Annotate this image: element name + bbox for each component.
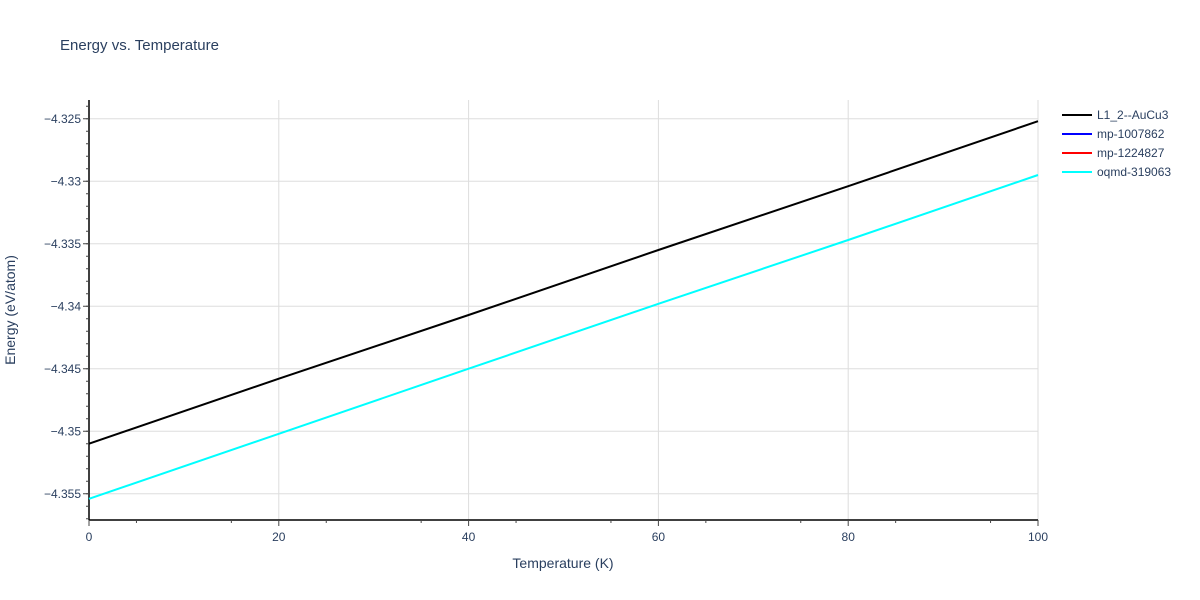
series-lines	[88, 120, 1039, 500]
axes	[88, 100, 1038, 521]
x-tick-label: 40	[462, 530, 476, 544]
y-tick-label: −4.33	[51, 174, 82, 188]
y-tick-label: −4.355	[44, 487, 81, 501]
legend-label: mp-1224827	[1097, 146, 1165, 160]
y-tick-label: −4.345	[44, 362, 81, 376]
y-tick-label: −4.35	[51, 424, 82, 438]
series-line-oqmd-319063	[88, 174, 1039, 500]
x-tick-label: 60	[652, 530, 666, 544]
legend-label: mp-1007862	[1097, 127, 1165, 141]
x-tick-label: 100	[1028, 530, 1048, 544]
y-ticks: −4.355 −4.35 −4.345 −4.34 −4.335 −4.33 −4.325	[44, 105, 89, 520]
y-tick-label: −4.325	[44, 112, 81, 126]
y-tick-label: −4.335	[44, 237, 81, 251]
grid	[89, 100, 1039, 520]
x-tick-label: 80	[842, 530, 856, 544]
y-axis-title: Energy (eV/atom)	[2, 255, 18, 365]
legend-label: L1_2--AuCu3	[1097, 108, 1169, 122]
x-axis-title: Temperature (K)	[512, 555, 613, 571]
x-tick-label: 20	[272, 530, 286, 544]
x-tick-label: 0	[86, 530, 93, 544]
x-ticks: 0 20 40 60 80 100	[86, 520, 1048, 544]
legend-label: oqmd-319063	[1097, 165, 1171, 179]
series-line-L1_2--AuCu3	[88, 120, 1039, 445]
legend: L1_2--AuCu3 mp-1007862 mp-1224827 oqmd-3190…	[1062, 108, 1171, 179]
chart-title: Energy vs. Temperature	[60, 37, 219, 54]
y-tick-label: −4.34	[51, 299, 82, 313]
